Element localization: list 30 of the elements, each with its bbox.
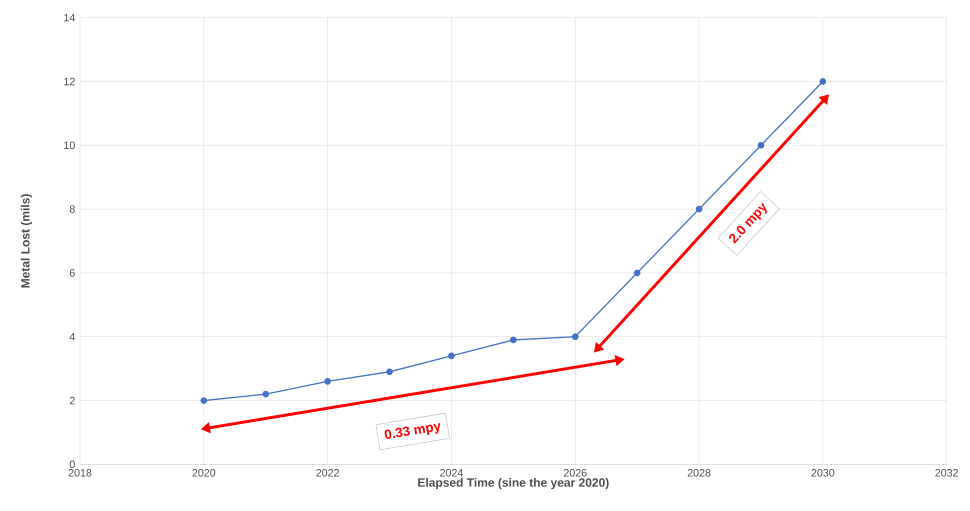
annotation: 0.33 mpy [384, 423, 440, 439]
x-tick-label: 2028 [688, 469, 710, 477]
x-tick-label: 2022 [316, 469, 339, 477]
point [262, 390, 270, 398]
y-tick-label: 8 [70, 205, 75, 213]
x-tick-label: 2030 [812, 469, 834, 477]
point [758, 142, 764, 149]
y-axis-title: Metal Lost (mils) [20, 194, 32, 288]
point [324, 378, 331, 385]
point [572, 333, 579, 340]
x-tick-label: 2024 [440, 469, 463, 477]
x-axis-title: Elapsed Time (sine the year 2020) [418, 478, 609, 490]
point [820, 78, 826, 85]
point [634, 270, 640, 276]
x-tick-label: 2018 [68, 469, 92, 477]
point [510, 336, 517, 344]
x-tick-label: 2026 [564, 469, 587, 477]
point [386, 368, 393, 376]
point [448, 352, 455, 360]
x-tick-label: 2020 [192, 469, 216, 477]
y-tick-label: 12 [64, 78, 75, 86]
y-tick-label: 14 [64, 14, 75, 22]
point [696, 206, 702, 212]
y-tick-label: 2 [70, 396, 75, 404]
y-tick-label: 0 [70, 460, 75, 468]
y-tick-label: 4 [70, 333, 75, 340]
point [200, 397, 208, 404]
x-tick-label: 2032 [935, 469, 958, 477]
y-tick-label: 6 [70, 269, 75, 277]
y-tick-label: 10 [64, 142, 75, 150]
